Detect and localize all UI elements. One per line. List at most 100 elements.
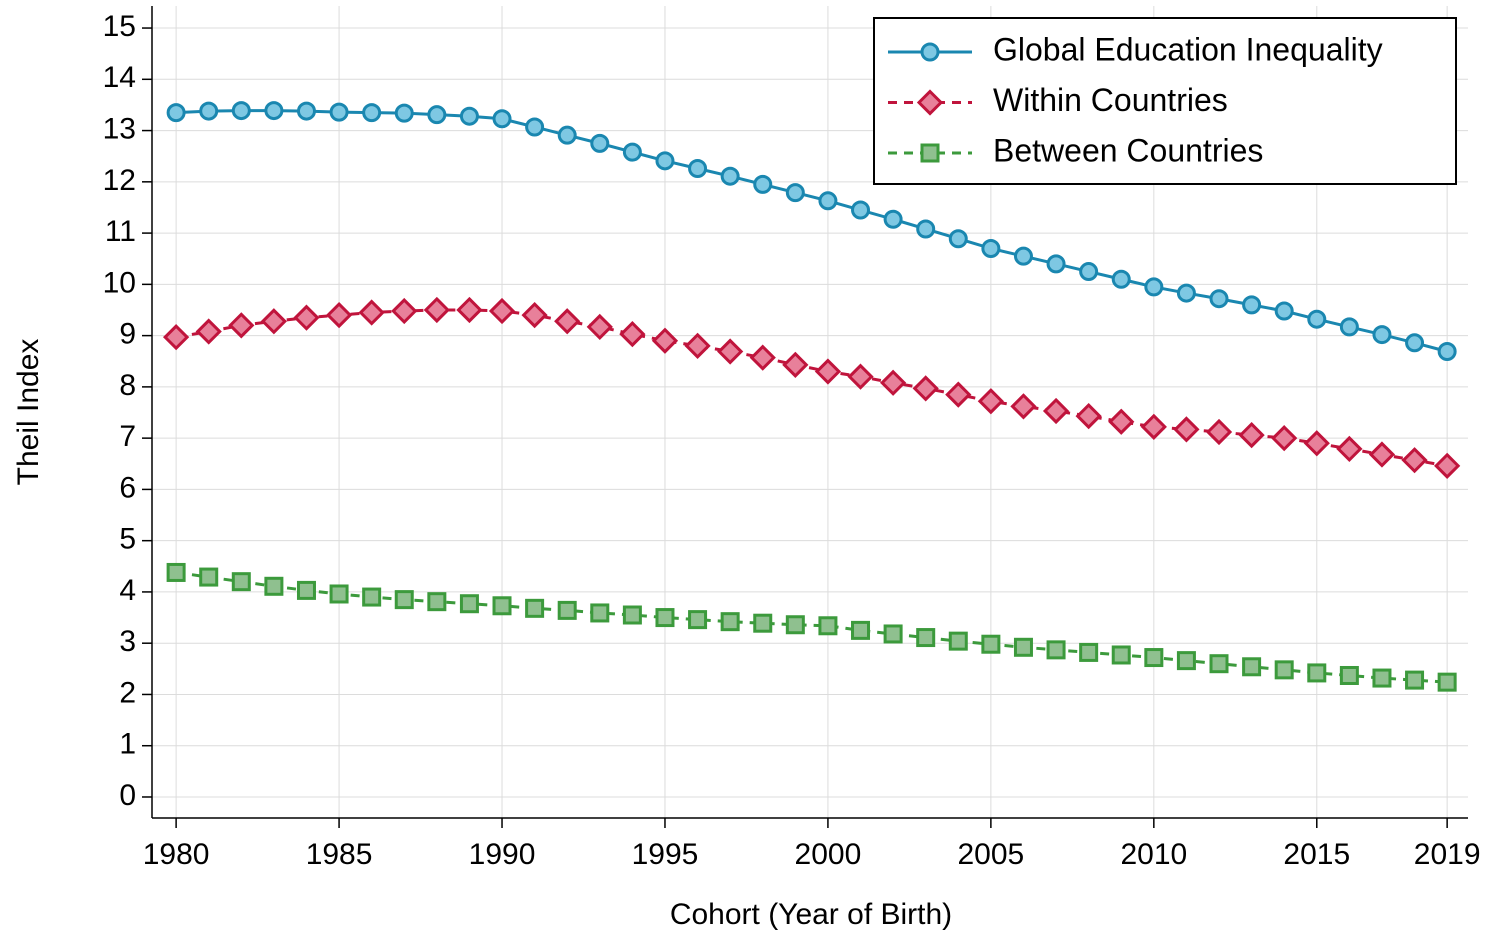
point [1013,637,1033,657]
point [1144,277,1164,297]
point [362,587,382,607]
point [651,327,679,354]
point [818,616,838,636]
point [260,308,288,335]
point [1042,397,1070,425]
point [1271,425,1298,452]
point [525,598,545,618]
point [977,388,1005,415]
point [1079,262,1099,282]
y-tick-label: 13 [103,112,136,145]
legend-label: Between Countries [993,132,1263,168]
point [1242,657,1262,677]
point [1209,654,1229,674]
point [688,159,708,179]
point [1176,283,1196,303]
point [1307,663,1327,683]
point [427,592,447,612]
point [1434,452,1461,479]
point [1307,309,1327,329]
series-line [176,109,1448,353]
point [916,628,936,648]
point [521,301,548,329]
point [655,608,675,628]
point [1303,430,1330,457]
point [1274,301,1294,321]
point [720,166,740,186]
point [228,312,255,339]
point [1209,289,1229,309]
point [394,103,414,123]
point [1140,413,1167,440]
point [459,594,479,614]
point [391,297,418,325]
point [459,106,479,126]
point [782,351,809,378]
y-tick-label: 1 [119,728,136,761]
y-tick-label: 5 [119,523,136,556]
point [1372,325,1392,345]
point [753,174,773,194]
x-tick-label: 2010 [1120,838,1187,871]
point [590,133,610,153]
y-tick-label: 15 [103,10,136,43]
point [720,612,740,632]
point [557,600,577,620]
point [423,296,450,324]
point [1205,418,1233,446]
point [1405,333,1425,353]
y-tick-label: 7 [119,420,136,453]
x-axis-title: Cohort (Year of Birth) [670,898,952,931]
point [981,634,1001,654]
point [1108,408,1135,435]
legend-label: Within Countries [993,82,1228,118]
x-tick-label: 2019 [1414,838,1481,871]
point [1173,416,1200,443]
point [684,332,711,359]
x-tick-label: 1985 [306,838,373,871]
point [1368,441,1396,468]
point [948,229,968,249]
point [1405,670,1425,690]
point [264,576,284,596]
point [586,313,613,341]
point [883,624,903,644]
point [785,183,805,203]
point [785,615,805,635]
y-tick-label: 11 [105,215,136,248]
point [920,143,940,163]
point [199,101,219,121]
point [883,209,903,229]
point [492,109,512,129]
point [1238,421,1265,449]
point [488,297,516,325]
x-tick-label: 2000 [795,838,862,871]
point [1046,254,1066,274]
point [622,605,642,625]
legend-label: Global Education Inequality [993,31,1383,67]
legend: Global Education Inequality Within Countr… [873,17,1457,185]
point [590,603,610,623]
point [525,117,545,137]
point [920,42,940,62]
point [1111,645,1131,665]
point [879,369,907,396]
point [166,562,186,582]
x-tick-label: 2005 [958,838,1025,871]
point [264,101,284,121]
point [912,375,939,402]
point [945,381,972,408]
point [655,151,675,171]
plot [162,101,1461,692]
point [1401,447,1428,474]
point [231,572,251,592]
y-tick-label: 2 [119,676,136,709]
y-tick-label: 3 [119,625,136,658]
point [622,142,642,162]
y-axis-title: Theil Index [12,339,45,486]
y-tick-label: 14 [103,61,136,94]
point [199,567,219,587]
point [851,620,871,640]
point [1075,402,1102,430]
